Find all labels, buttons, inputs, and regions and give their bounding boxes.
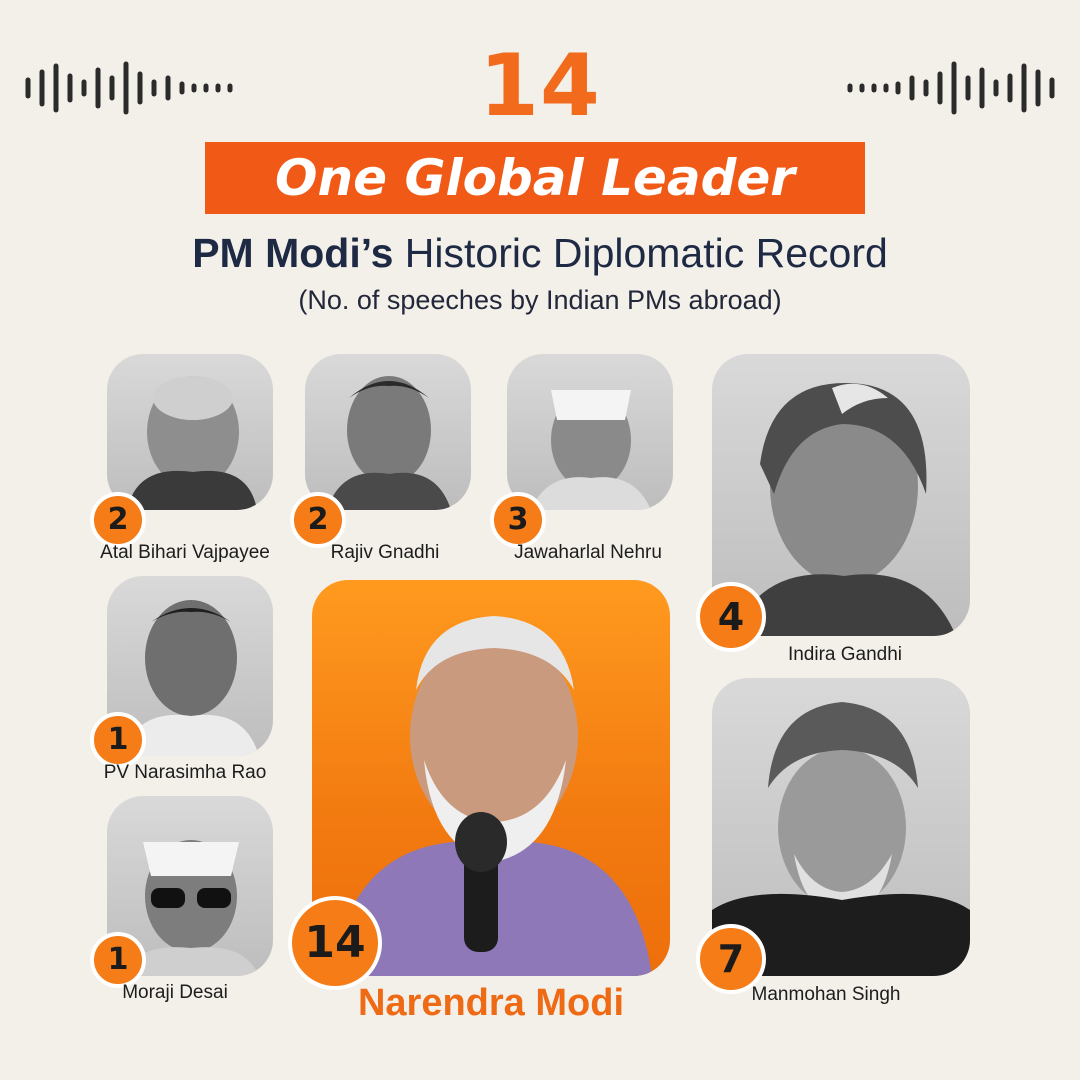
- person-silhouette-icon: [332, 616, 652, 976]
- sound-wave-left-icon: [25, 61, 233, 115]
- speech-count-badge: 1: [90, 932, 146, 988]
- speech-count-badge: 7: [696, 924, 766, 994]
- leader-name: Manmohan Singh: [751, 984, 901, 1005]
- banner-text: One Global Leader: [275, 149, 795, 207]
- portrait-vajpayee: [107, 354, 273, 510]
- portrait-manmohan-singh: [712, 678, 970, 976]
- speech-count-badge: 2: [90, 492, 146, 548]
- sound-wave-right-icon: [847, 61, 1055, 115]
- person-silhouette-icon: [121, 840, 259, 976]
- speech-count-badge: 2: [290, 492, 346, 548]
- speech-count-badge: 14: [288, 896, 382, 990]
- portrait-nehru: [507, 354, 673, 510]
- portrait-moraji-desai: [107, 796, 273, 976]
- portrait-rajiv: [305, 354, 471, 510]
- portrait-modi: [312, 580, 670, 976]
- person-silhouette-icon: [327, 376, 451, 510]
- person-silhouette-icon: [531, 390, 651, 510]
- leader-name: Indira Gandhi: [787, 644, 903, 665]
- subtitle-rest: Historic Diplomatic Record: [393, 230, 888, 276]
- leader-name-highlight: Narendra Modi: [357, 982, 625, 1024]
- subtitle-bold: PM Modi’s: [192, 230, 394, 276]
- leader-name: Atal Bihari Vajpayee: [100, 542, 270, 563]
- leader-name: PV Narasimha Rao: [103, 762, 267, 783]
- person-silhouette-icon: [121, 600, 259, 756]
- speech-count-badge: 3: [490, 492, 546, 548]
- speech-count-badge: 1: [90, 712, 146, 768]
- person-silhouette-icon: [712, 702, 970, 976]
- subtitle-note: (No. of speeches by Indian PMs abroad): [298, 285, 782, 315]
- speech-count-badge: 4: [696, 582, 766, 652]
- headline-title: 14 SPEECHES: [287, 36, 792, 224]
- leader-name: Jawaharlal Nehru: [514, 542, 662, 563]
- banner-background: [205, 142, 865, 214]
- leader-name: Rajiv Gnadhi: [330, 542, 440, 563]
- person-silhouette-icon: [732, 383, 956, 636]
- portrait-indira: [712, 354, 970, 636]
- leader-name: Moraji Desai: [122, 982, 228, 1003]
- person-silhouette-icon: [127, 376, 257, 510]
- subtitle: PM Modi’s Historic Diplomatic Record: [0, 228, 1080, 278]
